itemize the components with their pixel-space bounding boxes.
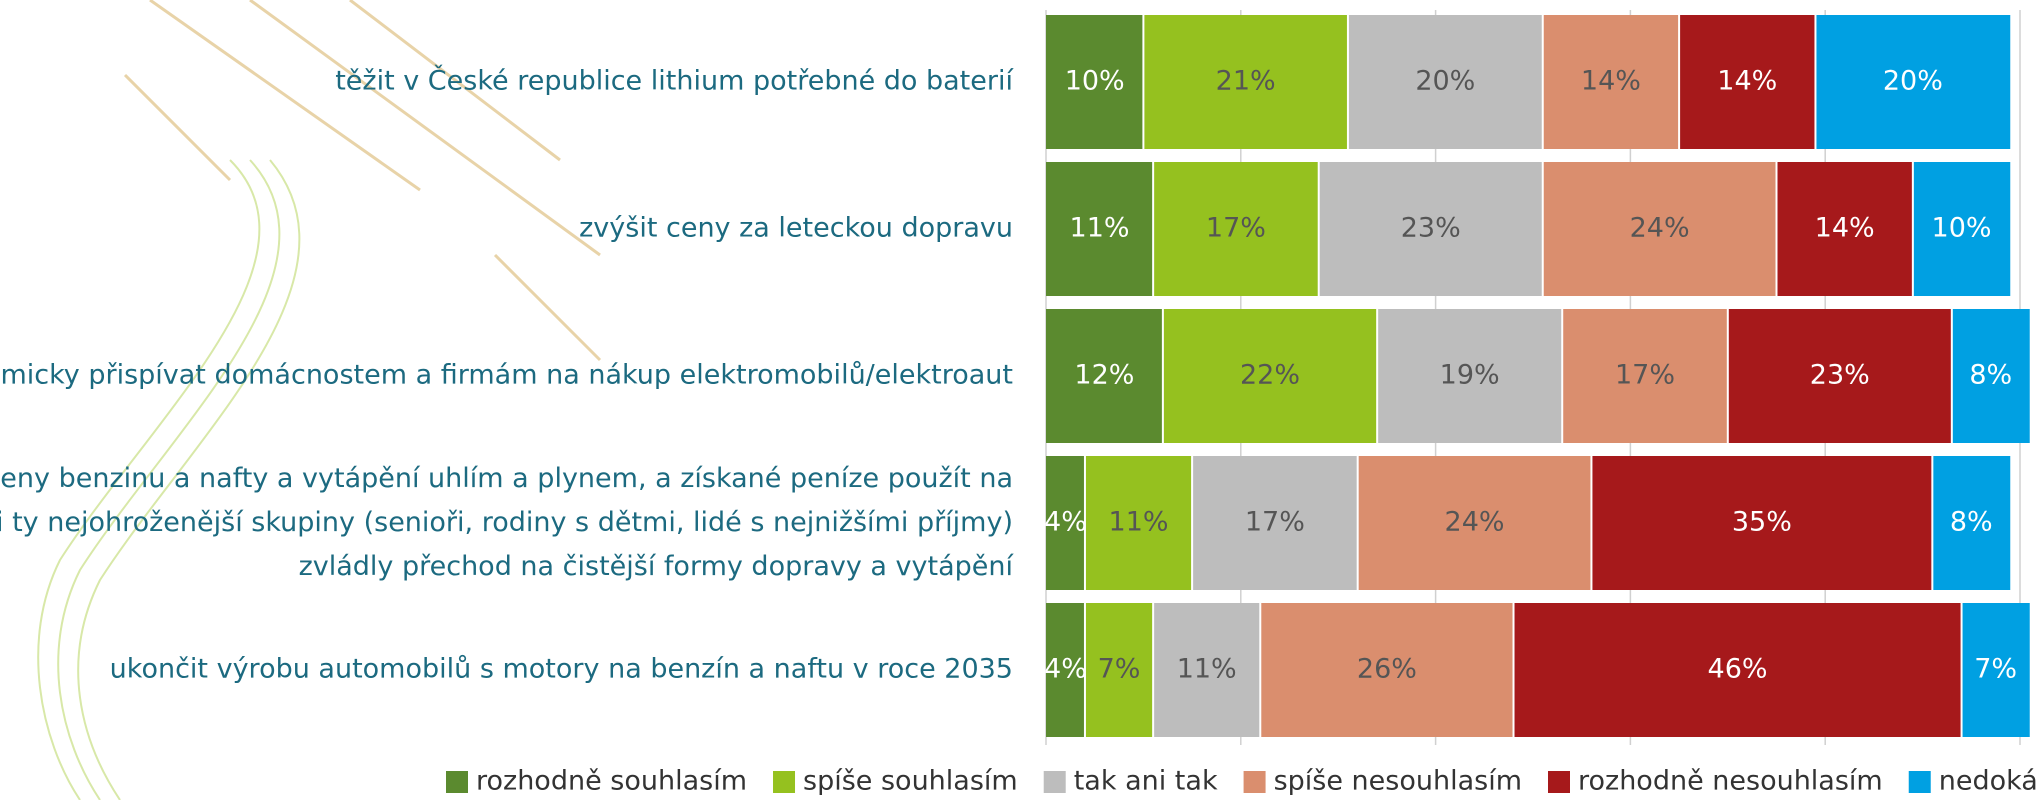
legend-swatch (773, 771, 796, 793)
bar-segment (1912, 162, 2011, 296)
bar-segment (1562, 309, 1728, 443)
value-label: 23% (1810, 360, 1870, 391)
value-label: 17% (1245, 507, 1305, 538)
legend-label: rozhodně nesouhlasím (1578, 766, 1883, 797)
value-label: 11% (1109, 507, 1169, 538)
value-label: 7% (1974, 654, 2017, 685)
value-label: 21% (1216, 66, 1276, 97)
bar-segment (1727, 309, 1952, 443)
value-label: 14% (1581, 66, 1641, 97)
legend-label: spíše souhlasím (803, 766, 1018, 797)
bar-segment (1046, 309, 1163, 443)
value-label: 14% (1717, 66, 1777, 97)
bar-segment (1679, 15, 1816, 149)
value-label: 8% (1950, 507, 1993, 538)
bar-segment (1084, 456, 1193, 590)
value-label: 46% (1708, 654, 1768, 685)
legend-swatch (1548, 771, 1570, 793)
value-label: 22% (1240, 360, 1300, 391)
category-label: zvýšit ceny za leteckou dopravu (579, 213, 1013, 244)
bar-segment (1192, 456, 1358, 590)
value-label: 19% (1440, 360, 1500, 391)
legend-label: spíše nesouhlasím (1274, 766, 1522, 797)
bar-segment (1260, 603, 1514, 737)
bar-segment (1084, 603, 1154, 737)
category-label: těžit v České republice lithium potřebné… (335, 65, 1014, 97)
bar-segment (1961, 603, 2030, 737)
bar-segment (1143, 15, 1348, 149)
bar-segment (1542, 15, 1680, 149)
decoration (37, 0, 602, 800)
bar-segment (1318, 162, 1543, 296)
category-label: ekonomicky přispívat domácnostem a firmá… (0, 360, 1013, 391)
legend-label: nedokážu odpovědět (1939, 766, 2037, 797)
value-label: 10% (1932, 213, 1992, 244)
bar-segment (1046, 162, 1154, 296)
category-label: ukončit výrobu automobilů s motory na be… (110, 654, 1013, 685)
value-label: 14% (1815, 213, 1875, 244)
legend-swatch (1243, 771, 1266, 793)
value-label: 11% (1070, 213, 1130, 244)
legend-swatch (1908, 771, 1931, 793)
bar-segment (1046, 15, 1144, 149)
value-label: 7% (1098, 654, 1141, 685)
bar-segment (1046, 456, 1085, 590)
value-label: 8% (1969, 360, 2012, 391)
value-label: 35% (1732, 507, 1792, 538)
bar-segment (1542, 162, 1777, 296)
value-label: 4% (1044, 507, 1087, 538)
legend: rozhodně souhlasím spíše souhlasím tak ani… (446, 766, 2037, 797)
bar-segment (1377, 309, 1563, 443)
bar-segment (1046, 603, 1085, 737)
legend-label: tak ani tak (1074, 766, 1218, 797)
bar-segment (1347, 15, 1543, 149)
legend-swatch (1043, 771, 1066, 793)
bar-segment (1932, 456, 2011, 590)
value-label: 20% (1883, 66, 1943, 97)
bar-segment (1162, 309, 1378, 443)
bar-segment (1357, 456, 1592, 590)
value-label: 4% (1044, 654, 1087, 685)
value-label: 10% (1065, 66, 1125, 97)
value-label: 23% (1401, 213, 1461, 244)
bar-segment (1153, 162, 1319, 296)
bar-segment (1591, 456, 1933, 590)
value-label: 24% (1445, 507, 1505, 538)
value-label: 24% (1630, 213, 1690, 244)
category-label: zvýšit ceny benzinu a nafty a vytápění u… (0, 463, 1014, 582)
bar-segment (1815, 15, 2011, 149)
bar-segment (1951, 309, 2030, 443)
value-label: 12% (1074, 360, 1134, 391)
legend-swatch (446, 771, 468, 793)
bar-segment (1776, 162, 1913, 296)
value-label: 26% (1357, 654, 1417, 685)
value-label: 17% (1206, 213, 1266, 244)
bar-segment (1513, 603, 1962, 737)
value-label: 20% (1415, 66, 1475, 97)
legend-label: rozhodně souhlasím (476, 766, 747, 797)
value-label: 11% (1177, 654, 1237, 685)
bar-segment (1153, 603, 1261, 737)
value-label: 17% (1615, 360, 1675, 391)
